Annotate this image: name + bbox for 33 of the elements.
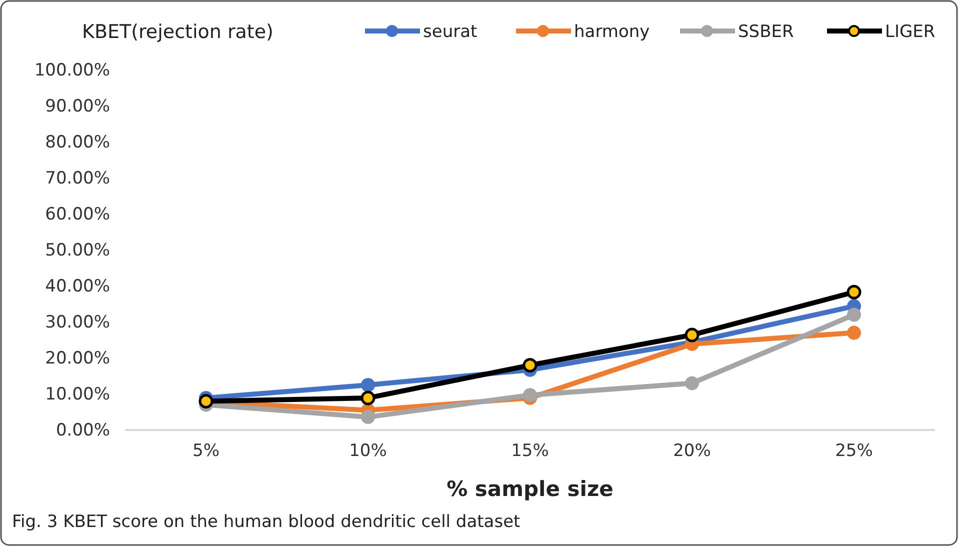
legend-label: harmony — [574, 22, 650, 42]
x-tick-label: 20% — [673, 441, 711, 462]
point — [361, 378, 375, 392]
legend-label: SSBER — [738, 22, 794, 42]
point — [847, 326, 861, 340]
x-tick-label: 25% — [835, 441, 873, 462]
y-tick-label: 30.00% — [45, 312, 110, 332]
point — [685, 376, 699, 390]
y-tick-label: 70.00% — [45, 168, 110, 188]
x-tick-label: 10% — [349, 441, 387, 462]
point — [360, 390, 376, 406]
x-axis-title: % sample size — [446, 477, 614, 501]
caption: Fig. 3 KBET score on the human blood dendritic cell dataset — [12, 512, 521, 532]
point — [522, 358, 538, 372]
point — [846, 284, 862, 300]
y-tick-label: 100.00% — [34, 60, 110, 80]
point — [684, 328, 700, 342]
y-tick-label: 20.00% — [45, 348, 110, 368]
y-tick-label: 90.00% — [45, 96, 110, 116]
legend-label: seurat — [423, 22, 478, 42]
y-tick-label: 0.00% — [56, 420, 110, 440]
legend-label: LIGER — [885, 22, 936, 42]
y-tick-label: 80.00% — [45, 132, 110, 152]
x-tick-label: 15% — [511, 441, 549, 462]
y-tick-label: 10.00% — [45, 384, 110, 404]
y-tick-label: 50.00% — [45, 240, 110, 260]
point — [361, 410, 375, 424]
y-tick-label: 40.00% — [45, 276, 110, 296]
y-tick-label: 60.00% — [45, 204, 110, 224]
y-axis-title: KBET(rejection rate) — [82, 21, 274, 43]
point — [847, 308, 861, 322]
x-tick-label: 5% — [192, 441, 220, 462]
point — [523, 388, 537, 402]
